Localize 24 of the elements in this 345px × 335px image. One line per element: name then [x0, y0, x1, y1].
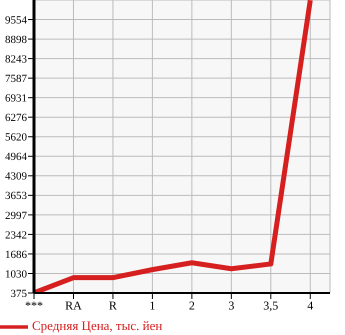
x-tick-label: RA	[65, 298, 82, 313]
y-tick-label: 5620	[5, 132, 28, 144]
x-tick-label: R	[108, 298, 117, 313]
y-tick-label: 1030	[5, 268, 28, 280]
y-tick-label: 9554	[5, 14, 28, 26]
x-tick-label: 3,5	[263, 298, 278, 313]
legend-label: Средняя Цена, тыс. йен	[32, 318, 162, 333]
x-tick-label: ***	[25, 298, 43, 313]
y-tick-label: 6931	[5, 92, 27, 105]
x-tick-label: 3	[228, 298, 234, 313]
y-tick-label: 8898	[5, 34, 28, 46]
y-tick-label: 2997	[5, 210, 28, 222]
y-tick-label: 375	[10, 288, 28, 300]
x-tick-label: 4	[307, 298, 314, 313]
y-tick-label: 8243	[5, 54, 28, 66]
x-tick-label: 1	[149, 298, 156, 313]
x-tick-label: 2	[188, 298, 195, 313]
y-tick-label: 7587	[5, 73, 28, 86]
y-tick-label: 3653	[5, 190, 28, 202]
y-tick-label: 4964	[5, 151, 28, 164]
y-tick-label: 6276	[5, 112, 28, 124]
y-tick-label: 4309	[5, 170, 28, 183]
y-tick-label: 1686	[5, 248, 28, 261]
y-tick-label: 2342	[5, 229, 27, 242]
